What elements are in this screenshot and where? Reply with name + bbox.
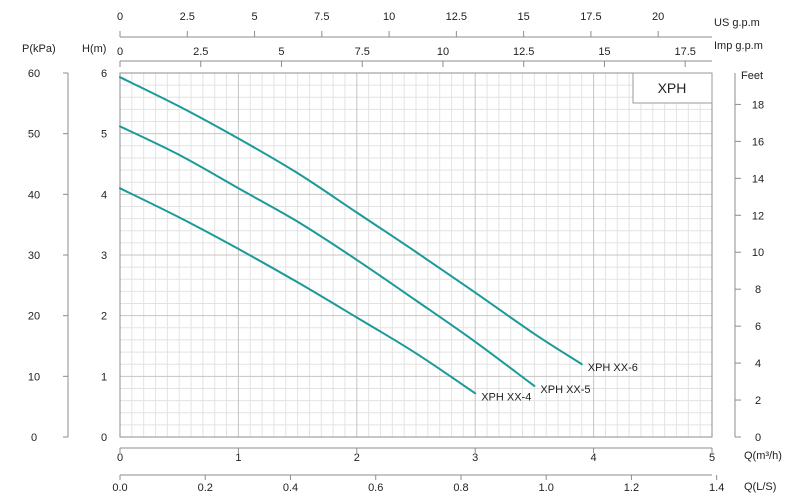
head-tick-label: 2 <box>101 311 107 323</box>
pressure-tick-label: 10 <box>28 371 40 383</box>
series-line <box>119 76 583 366</box>
impgpm-tick-label: 0 <box>117 46 123 58</box>
flow-ls-axis-label: Q(L/S) <box>744 481 776 493</box>
usgpm-tick-label: 0 <box>117 11 123 23</box>
model-badge-label: XPH <box>658 80 687 96</box>
flow-m3h-tick-label: 2 <box>354 452 360 464</box>
model-badge-box <box>632 72 713 104</box>
usgpm-tick-label: 20 <box>652 11 664 23</box>
feet-tick-label: 0 <box>755 432 761 444</box>
feet-tick-label: 16 <box>752 136 764 148</box>
impgpm-tick-label: 12.5 <box>513 46 534 58</box>
series-line <box>119 125 536 387</box>
impgpm-tick-label: 15 <box>598 46 610 58</box>
flow-ls-tick-label: 1.2 <box>624 482 639 494</box>
pressure-tick-label: 60 <box>28 68 40 80</box>
flow-ls-tick-label: 1.4 <box>709 482 724 494</box>
flow-m3h-tick-label: 3 <box>472 452 478 464</box>
usgpm-tick-label: 12.5 <box>446 11 467 23</box>
head-tick-label: 6 <box>101 68 107 80</box>
feet-tick-label: 8 <box>755 284 761 296</box>
usgpm-axis-label: US g.p.m <box>714 17 760 29</box>
pressure-axis-label: P(kPa) <box>22 43 56 55</box>
series-label: XPH XX-6 <box>588 362 638 374</box>
impgpm-tick-label: 7.5 <box>355 46 370 58</box>
flow-ls-tick-label: 0.4 <box>283 482 298 494</box>
impgpm-tick-label: 10 <box>437 46 449 58</box>
feet-tick-label: 2 <box>755 395 761 407</box>
head-tick-label: 1 <box>101 371 107 383</box>
model-badge: XPH <box>632 72 713 104</box>
pressure-tick-label: 40 <box>28 189 40 201</box>
pressure-tick-label: 50 <box>28 129 40 141</box>
feet-axis-label: Feet <box>741 70 763 82</box>
feet-tick-label: 12 <box>752 210 764 222</box>
flow-ls-tick-label: 0.8 <box>453 482 468 494</box>
flow-m3h-tick-label: 5 <box>709 452 715 464</box>
usgpm-tick-label: 15 <box>518 11 530 23</box>
feet-tick-label: 14 <box>752 173 764 185</box>
flow-ls-tick-label: 0.0 <box>112 482 127 494</box>
head-axis-label: H(m) <box>82 43 106 55</box>
impgpm-tick-label: 2.5 <box>193 46 208 58</box>
flow-ls-tick-label: 0.2 <box>198 482 213 494</box>
head-tick-label: 0 <box>101 432 107 444</box>
feet-tick-label: 4 <box>755 358 761 370</box>
flow-ls-tick-label: 1.0 <box>539 482 554 494</box>
head-tick-label: 5 <box>101 129 107 141</box>
usgpm-tick-label: 17.5 <box>580 11 601 23</box>
flow-m3h-axis-label: Q(m³/h) <box>744 450 782 462</box>
series-label: XPH XX-5 <box>540 384 590 396</box>
series-label: XPH XX-4 <box>481 391 531 403</box>
series-line <box>119 187 477 395</box>
series-lines: XPH XX-4 XPH XX-5 XPH XX-6 <box>119 76 638 403</box>
feet-tick-label: 10 <box>752 247 764 259</box>
usgpm-tick-label: 2.5 <box>180 11 195 23</box>
pressure-tick-label: 20 <box>28 311 40 323</box>
flow-m3h-tick-label: 0 <box>117 452 123 464</box>
usgpm-tick-label: 5 <box>251 11 257 23</box>
feet-tick-label: 18 <box>752 99 764 111</box>
head-tick-label: 4 <box>101 189 107 201</box>
usgpm-tick-label: 10 <box>383 11 395 23</box>
flow-ls-tick-label: 0.6 <box>368 482 383 494</box>
impgpm-tick-label: 5 <box>278 46 284 58</box>
pressure-tick-label: 30 <box>28 250 40 262</box>
head-tick-label: 3 <box>101 250 107 262</box>
flow-m3h-tick-label: 4 <box>591 452 597 464</box>
feet-tick-label: 6 <box>755 321 761 333</box>
usgpm-tick-label: 7.5 <box>314 11 329 23</box>
pressure-tick-label: 0 <box>31 432 37 444</box>
impgpm-axis-label: Imp g.p.m <box>714 40 763 52</box>
impgpm-tick-label: 17.5 <box>674 46 695 58</box>
flow-m3h-tick-label: 1 <box>235 452 241 464</box>
plot-frame <box>119 72 713 438</box>
